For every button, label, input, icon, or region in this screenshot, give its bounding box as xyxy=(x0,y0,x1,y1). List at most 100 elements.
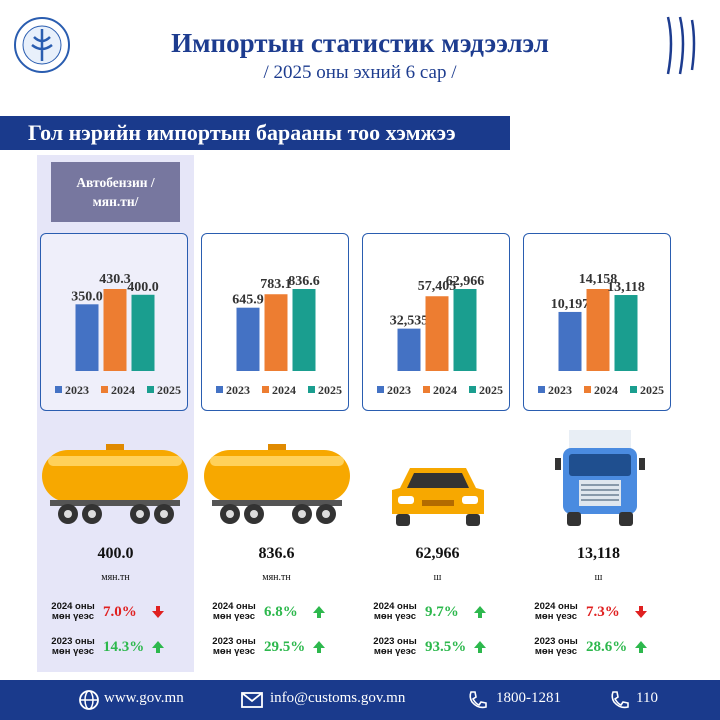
data-label: 836.6 xyxy=(288,274,320,289)
data-label: 430.3 xyxy=(99,272,131,287)
bar xyxy=(558,311,582,371)
legend-label: 2023 xyxy=(548,383,572,397)
trend-arrow xyxy=(313,641,325,653)
change-row: 2024 оны мөн үеэс 6.8% xyxy=(210,597,350,627)
change-label: 2023 оны мөн үеэс xyxy=(534,636,578,657)
total-value: 62,966 xyxy=(415,545,460,562)
category-label: Ачааны автомашин /ш/ xyxy=(552,175,645,209)
change-row: 2023 оны мөн үеэс 29.5% xyxy=(210,632,350,662)
arrow-shape xyxy=(474,606,486,618)
column: Суудлын автомашин /ш/32,535 57,405 62,966 2… xyxy=(359,155,516,672)
unit: мян.тн xyxy=(262,572,291,583)
category-label: Дизель түлш /мян.тн/ xyxy=(233,175,320,209)
change-row: 2024 оны мөн үеэс 7.0% xyxy=(49,597,189,627)
category-label: Суудлын автомашин /ш/ xyxy=(391,175,484,209)
data-label: 350.0 xyxy=(71,289,103,304)
arrow-shape xyxy=(152,641,164,653)
data-label: 57,405 xyxy=(418,279,457,294)
legend-label: 2023 xyxy=(65,383,89,397)
change-value: 7.3% xyxy=(586,603,620,620)
legend-swatch xyxy=(377,386,384,393)
legend-label: 2025 xyxy=(479,383,503,397)
phone-icon xyxy=(611,691,629,709)
trend-arrow xyxy=(313,606,325,618)
trend-arrow xyxy=(635,641,647,653)
change-value: 29.5% xyxy=(264,638,306,655)
mail-icon xyxy=(241,692,263,708)
legend-swatch xyxy=(308,386,315,393)
change-label: 2024 оны мөн үеэс xyxy=(373,601,417,622)
change-label: 2023 оны мөн үеэс xyxy=(212,636,256,657)
legend-label: 2023 xyxy=(387,383,411,397)
legend-swatch xyxy=(55,386,62,393)
column: Ачааны автомашин /ш/10,197 14,158 13,118 20… xyxy=(520,155,677,672)
data-label: 645.9 xyxy=(232,293,264,308)
category-label: Автобензин /мян.тн/ xyxy=(51,162,180,222)
legend-swatch xyxy=(584,386,591,393)
total-value: 13,118 xyxy=(576,545,621,562)
change-value: 14.3% xyxy=(103,638,145,655)
legend-label: 2023 xyxy=(226,383,250,397)
email[interactable]: info@customs.gov.mn xyxy=(270,690,406,706)
car-icon xyxy=(392,468,484,526)
data-label: 62,966 xyxy=(446,274,485,289)
data-label: 13,118 xyxy=(607,280,645,295)
change-label: 2023 оны мөн үеэс xyxy=(373,636,417,657)
total-value: 400.0 xyxy=(97,545,134,562)
arrow-shape xyxy=(313,641,325,653)
bar xyxy=(236,307,260,371)
change-value: 93.5% xyxy=(425,638,467,655)
bar xyxy=(264,294,288,371)
trend-arrow xyxy=(635,606,647,618)
legend-label: 2024 xyxy=(433,383,457,397)
section-title: Гол нэрийн импортын барааны тоо хэмжээ xyxy=(0,116,510,150)
legend-swatch xyxy=(630,386,637,393)
bar xyxy=(103,289,127,371)
legend-swatch xyxy=(147,386,154,393)
column: Дизель түлш /мян.тн/645.9 783.1 836.6 2023 2… xyxy=(198,155,355,672)
change-row: 2024 оны мөн үеэс 7.3% xyxy=(532,597,672,627)
arrow-shape xyxy=(152,606,164,618)
legend-label: 2025 xyxy=(640,383,664,397)
subtitle: / 2025 оны эхний 6 сар / xyxy=(263,62,457,83)
trend-arrow xyxy=(474,641,486,653)
legend-swatch xyxy=(216,386,223,393)
bar xyxy=(75,304,99,371)
tanker-icon xyxy=(204,444,350,524)
change-value: 28.6% xyxy=(586,638,628,655)
unit: мян.тн xyxy=(101,572,130,583)
legend-label: 2025 xyxy=(318,383,342,397)
hotline[interactable]: 110 xyxy=(636,690,658,706)
arrow-shape xyxy=(474,641,486,653)
change-row: 2023 оны мөн үеэс 28.6% xyxy=(532,632,672,662)
bar xyxy=(586,289,610,371)
phone[interactable]: 1800-1281 xyxy=(496,690,561,706)
script-emblem xyxy=(666,16,696,75)
unit: ш xyxy=(433,572,442,583)
legend-label: 2024 xyxy=(272,383,296,397)
change-row: 2024 оны мөн үеэс 9.7% xyxy=(371,597,511,627)
phone-icon xyxy=(469,691,487,709)
legend-swatch xyxy=(538,386,545,393)
data-label: 10,197 xyxy=(551,297,590,312)
chart-box: 350.0 430.3 400.0 2023 2024 2025 xyxy=(40,233,188,411)
legend-label: 2024 xyxy=(594,383,618,397)
chart-box: 10,197 14,158 13,118 2023 2024 2025 xyxy=(523,233,671,411)
trend-arrow xyxy=(152,641,164,653)
data-label: 32,535 xyxy=(390,314,429,329)
website[interactable]: www.gov.mn xyxy=(104,690,184,706)
legend-swatch xyxy=(262,386,269,393)
arrow-shape xyxy=(635,641,647,653)
data-label: 783.1 xyxy=(260,277,292,292)
truck-icon xyxy=(555,430,645,526)
chart-box: 645.9 783.1 836.6 2023 2024 2025 xyxy=(201,233,349,411)
globe-icon xyxy=(79,690,99,710)
bar xyxy=(397,328,421,371)
arrow-shape xyxy=(635,606,647,618)
data-label: 400.0 xyxy=(127,280,159,295)
total-value: 836.6 xyxy=(258,545,295,562)
